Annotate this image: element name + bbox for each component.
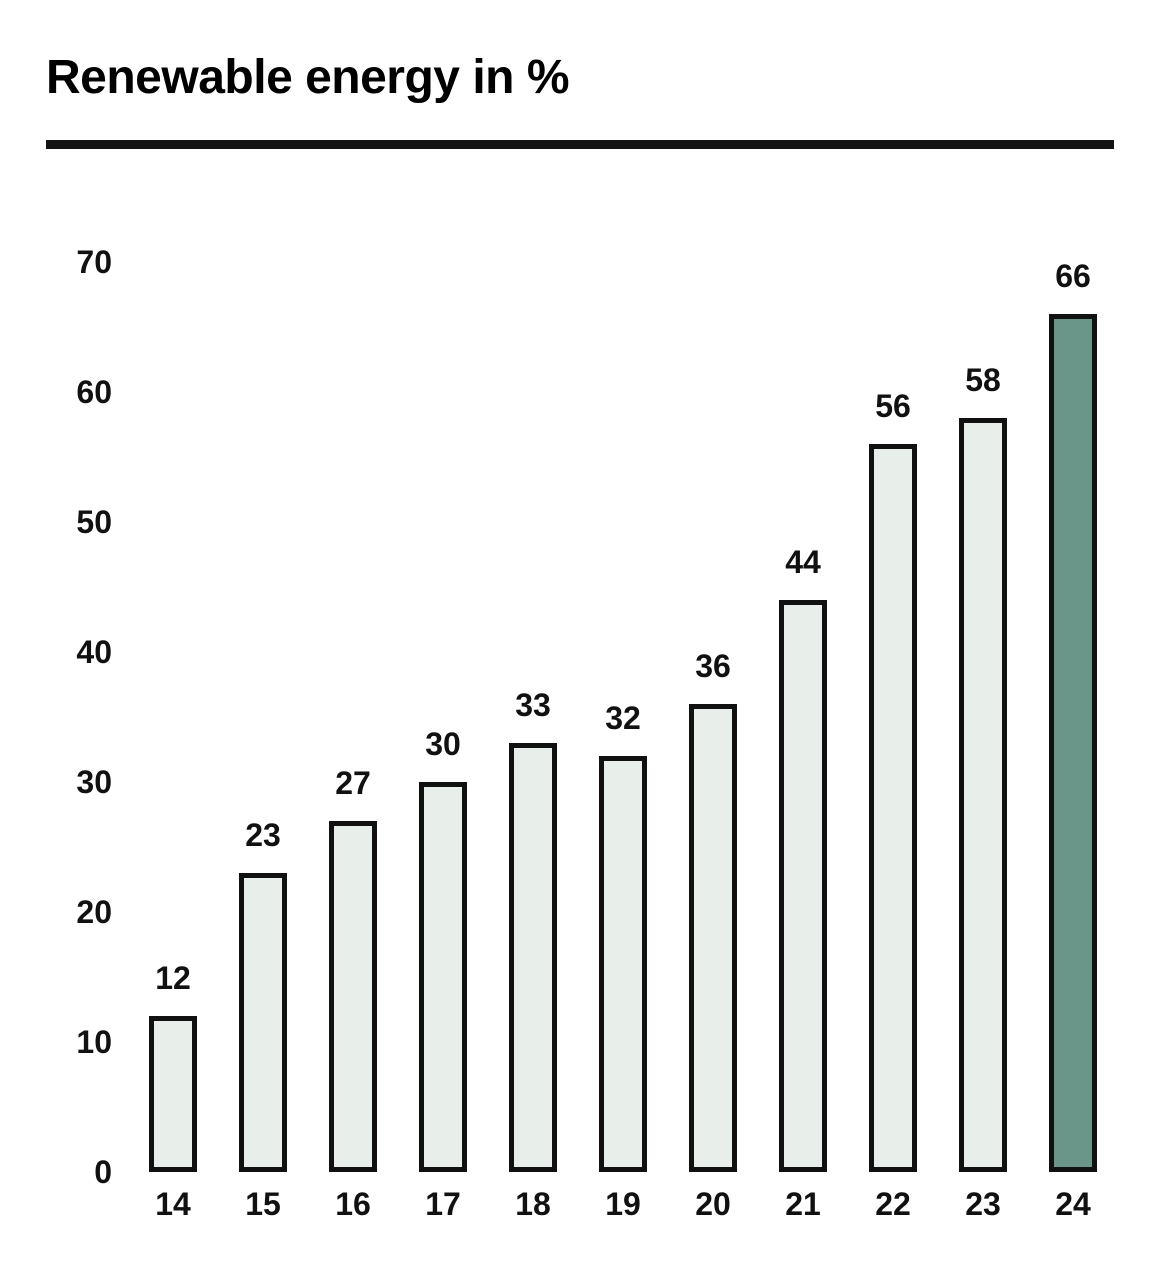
- bar-value-label: 30: [425, 726, 461, 762]
- chart-title: Renewable energy in %: [46, 51, 570, 104]
- bar-group-22: 56: [869, 390, 917, 1172]
- x-tick-label: 20: [695, 1186, 731, 1222]
- x-tick-label: 24: [1055, 1186, 1091, 1222]
- y-tick-label: 70: [76, 244, 112, 280]
- y-tick-label: 0: [94, 1154, 112, 1190]
- bar-value-label: 44: [785, 544, 821, 580]
- bar-group-23: 58: [959, 364, 1007, 1172]
- bar: [599, 756, 647, 1172]
- x-tick-label: 16: [335, 1186, 371, 1222]
- x-tick-label: 15: [245, 1186, 281, 1222]
- x-tick-label: 21: [785, 1186, 821, 1222]
- bar-group-18: 33: [509, 689, 557, 1172]
- y-tick-label: 60: [76, 374, 112, 410]
- bar: [329, 821, 377, 1172]
- bar-value-label: 58: [965, 362, 1001, 398]
- x-tick-label: 22: [875, 1186, 911, 1222]
- bar: [509, 743, 557, 1172]
- bar: [149, 1016, 197, 1172]
- bar: [239, 873, 287, 1172]
- bar-group-15: 23: [239, 819, 287, 1172]
- y-tick-label: 20: [76, 894, 112, 930]
- bar-value-label: 36: [695, 648, 731, 684]
- bar-group-17: 30: [419, 728, 467, 1172]
- y-tick-label: 30: [76, 764, 112, 800]
- bar-value-label: 12: [155, 960, 191, 996]
- bar-value-label: 32: [605, 700, 641, 736]
- x-tick-label: 23: [965, 1186, 1001, 1222]
- x-tick-label: 19: [605, 1186, 641, 1222]
- bar-group-20: 36: [689, 650, 737, 1172]
- x-tick-label: 17: [425, 1186, 461, 1222]
- bar-group-19: 32: [599, 702, 647, 1172]
- bar: [689, 704, 737, 1172]
- title-divider: [46, 140, 1114, 149]
- bar-group-16: 27: [329, 767, 377, 1172]
- bar: [959, 418, 1007, 1172]
- x-tick-label: 14: [155, 1186, 191, 1222]
- bar-value-label: 66: [1055, 258, 1091, 294]
- bar-value-label: 23: [245, 817, 281, 853]
- bar: [779, 600, 827, 1172]
- y-tick-label: 50: [76, 504, 112, 540]
- y-tick-label: 40: [76, 634, 112, 670]
- bar-value-label: 56: [875, 388, 911, 424]
- bar-group-21: 44: [779, 546, 827, 1172]
- x-axis: 14 15 16 17 18 19 20 21 22 23 24: [149, 1186, 1097, 1223]
- bar-group-14: 12: [149, 962, 197, 1172]
- bar-value-label: 33: [515, 687, 551, 723]
- x-tick-label: 18: [515, 1186, 551, 1222]
- y-tick-label: 10: [76, 1024, 112, 1060]
- bar-highlighted: [1049, 314, 1097, 1172]
- bar-group-24: 66: [1049, 260, 1097, 1172]
- bar-value-label: 27: [335, 765, 371, 801]
- bar: [869, 444, 917, 1172]
- y-axis: 70 60 50 40 30 20 10 0: [0, 0, 112, 1274]
- plot-area: 12 23 27 30 33 32 36 44 56 58 66: [149, 0, 1097, 1172]
- bar: [419, 782, 467, 1172]
